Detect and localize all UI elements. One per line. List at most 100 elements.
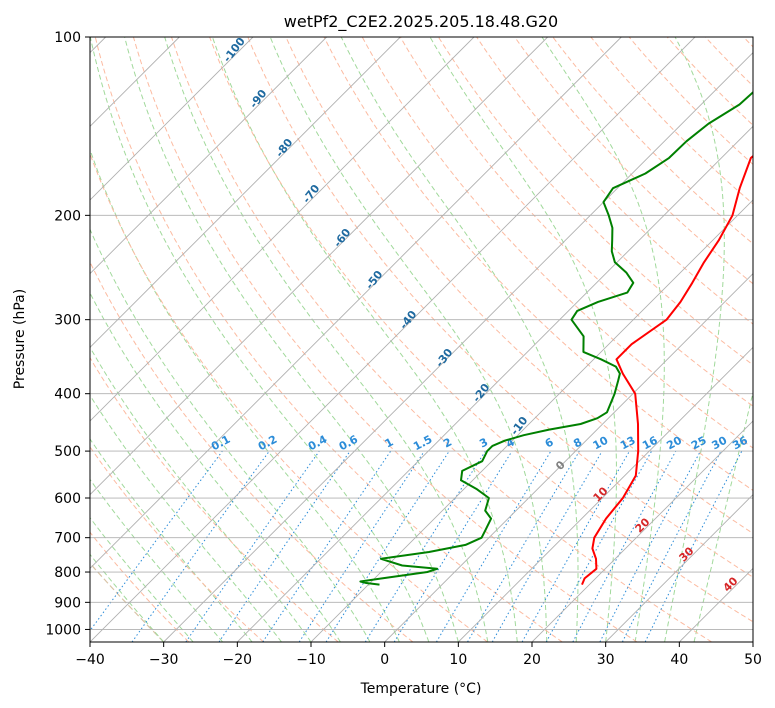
y-tick-label: 800 bbox=[54, 565, 81, 581]
y-tick-label: 700 bbox=[54, 531, 81, 547]
x-tick-label: −20 bbox=[223, 652, 253, 668]
moist-adiabat-label: 20 bbox=[633, 515, 653, 535]
dry-adiabat-line bbox=[514, 37, 753, 285]
mixing-ratio-label: 0.1 bbox=[209, 433, 232, 454]
x-tick-label: 50 bbox=[744, 652, 762, 668]
dry-adiabat-line bbox=[476, 37, 753, 325]
pressure-grid-group bbox=[90, 37, 753, 630]
x-tick-label: −30 bbox=[149, 652, 179, 668]
mixing-ratio-label: 3 bbox=[477, 435, 490, 450]
mixing-ratio-label: 36 bbox=[730, 434, 750, 453]
moist-adiabat-line bbox=[90, 346, 312, 642]
chart-title: wetPf2_C2E2.2025.205.18.48.G20 bbox=[284, 12, 558, 32]
isotherms-group bbox=[90, 37, 753, 642]
moist-adiabat-line bbox=[664, 37, 725, 642]
moist-adiabat-line bbox=[164, 37, 489, 642]
x-tick-label: −10 bbox=[296, 652, 326, 668]
x-axis-label: Temperature (°C) bbox=[360, 681, 482, 697]
moist-adiabat-line bbox=[90, 228, 371, 642]
moist-adiabat-line bbox=[90, 394, 282, 642]
moist-adiabat-line bbox=[340, 37, 579, 642]
mixing-ratio-label: 16 bbox=[640, 434, 660, 453]
isotherm-line bbox=[90, 37, 622, 569]
dry-adiabats-group bbox=[90, 37, 753, 642]
isotherm-line bbox=[90, 37, 254, 201]
isotherm-line bbox=[458, 346, 753, 642]
moist-adiabat-line bbox=[90, 438, 253, 642]
dry-adiabat-label: -30 bbox=[433, 346, 456, 370]
y-axis-label: Pressure (hPa) bbox=[12, 289, 28, 389]
dry-adiabat-label: -50 bbox=[363, 268, 386, 292]
moist-adiabat-line bbox=[429, 37, 617, 642]
x-tick-label: 10 bbox=[449, 652, 467, 668]
moist-adiabat-line bbox=[90, 478, 223, 642]
dry-adiabat-line bbox=[90, 531, 190, 642]
mixing-ratio-label: 1 bbox=[383, 435, 396, 450]
temperature-profile-line bbox=[581, 154, 753, 585]
mixing-ratio-line bbox=[621, 450, 722, 642]
mixing-ratio-line bbox=[185, 450, 320, 642]
dry-adiabat-line bbox=[437, 37, 753, 366]
moist-adiabat-line bbox=[693, 390, 753, 642]
isotherm-line bbox=[90, 37, 548, 496]
isotherm-line bbox=[90, 37, 327, 275]
isotherm-line bbox=[237, 125, 753, 642]
y-tick-label: 100 bbox=[54, 30, 81, 46]
mixing-ratio-line bbox=[325, 450, 450, 642]
moist-adiabat-line bbox=[90, 516, 194, 642]
dry-adiabat-line bbox=[132, 37, 638, 642]
ice-line bbox=[90, 562, 165, 642]
dry-adiabat-line bbox=[90, 152, 488, 642]
isotherm-line bbox=[384, 273, 753, 642]
mixing-ratio-label: 30 bbox=[710, 434, 730, 453]
mixing-ratio-line bbox=[545, 450, 653, 642]
mixing-ratio-line bbox=[131, 450, 270, 642]
mixing-ratio-label: 20 bbox=[664, 434, 684, 453]
x-tick-label: 30 bbox=[597, 652, 615, 668]
y-tick-label: 500 bbox=[54, 444, 81, 460]
annotation-labels-group: 0.1 0.2 0.4 0.6 1 1.5 2 3 4 6 8 10 13 16 20 25 30 36-100-… bbox=[209, 37, 750, 595]
isotherm-line bbox=[605, 494, 753, 642]
moist-adiabat-line bbox=[211, 37, 518, 642]
y-tick-label: 1000 bbox=[45, 622, 81, 638]
mixing-ratio-line bbox=[218, 450, 351, 642]
dry-adiabat-line bbox=[209, 37, 753, 623]
x-tick-label: 0 bbox=[380, 652, 389, 668]
dry-adiabat-line bbox=[90, 260, 414, 642]
mixing-ratio-line bbox=[521, 450, 630, 642]
mixing-ratio-line bbox=[572, 450, 677, 642]
mixing-ratio-line bbox=[262, 450, 392, 642]
isotherm-line bbox=[90, 37, 696, 642]
moist-adiabat-line bbox=[124, 37, 459, 642]
dry-adiabat-label: -70 bbox=[300, 182, 323, 206]
dry-adiabat-label: -60 bbox=[331, 226, 354, 250]
dry-adiabat-line bbox=[247, 37, 753, 578]
dry-adiabat-label: -90 bbox=[247, 87, 270, 111]
ice-line-group bbox=[90, 562, 165, 642]
profiles-group bbox=[359, 90, 753, 586]
moist-adiabat-line bbox=[541, 37, 665, 642]
moist-adiabat-line bbox=[90, 37, 430, 642]
dry-adiabat-line bbox=[94, 37, 563, 642]
dry-adiabat-label: -80 bbox=[273, 136, 296, 160]
dewpoint-profile-line bbox=[359, 90, 753, 586]
y-tick-label: 200 bbox=[54, 208, 81, 224]
isotherm-line bbox=[90, 37, 401, 348]
plot-area: 0.1 0.2 0.4 0.6 1 1.5 2 3 4 6 8 10 13 16 20 25 30 36-100-… bbox=[90, 37, 753, 642]
mixing-ratio-line bbox=[644, 450, 743, 642]
y-tick-label: 300 bbox=[54, 313, 81, 329]
moist-adiabat-label: 10 bbox=[591, 484, 611, 504]
isotherm-line bbox=[90, 37, 475, 422]
dry-adiabat-line bbox=[285, 37, 753, 535]
isotherm-line bbox=[163, 52, 753, 642]
dry-adiabat-line bbox=[90, 446, 264, 642]
dry-adiabat-line bbox=[323, 37, 753, 491]
dry-adiabat-line bbox=[743, 37, 753, 48]
isotherm-line bbox=[752, 641, 753, 642]
mixing-ratio-label: 0.6 bbox=[337, 433, 361, 454]
y-axis-ticks: 100 200 300 400 500 600 700 800 900 1000 bbox=[45, 30, 90, 638]
dry-adiabat-line bbox=[704, 37, 753, 87]
plot-frame bbox=[89, 36, 754, 643]
mixing-ratio-label: 13 bbox=[618, 434, 638, 453]
dry-adiabat-line bbox=[171, 37, 712, 642]
